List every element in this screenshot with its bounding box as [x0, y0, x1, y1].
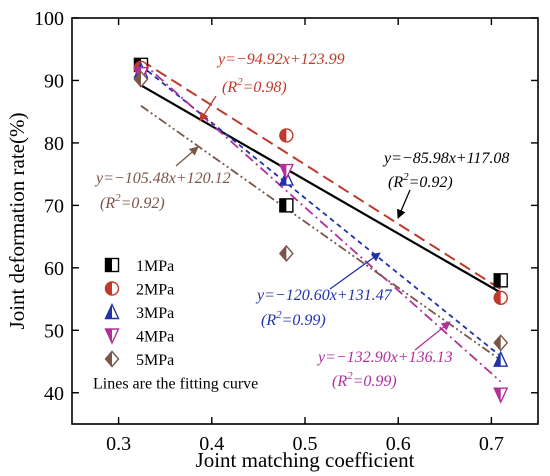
y-tick-label: 40	[44, 383, 64, 405]
point-4MPa	[278, 163, 294, 181]
r2-superscript: 2	[115, 192, 121, 204]
legend-item-4MPa: 4MPa	[104, 328, 174, 346]
r2-value: =0.92)	[121, 195, 165, 212]
marker-fill	[494, 352, 501, 367]
r2-prefix: (R	[100, 195, 115, 212]
x-tick-label: 0.5	[293, 433, 318, 455]
r2-2MPa: (R2=0.98)	[222, 76, 287, 96]
point-2MPa	[493, 290, 508, 306]
equation-4MPa: y=−132.90x+136.13	[316, 349, 453, 366]
r2-superscript: 2	[347, 370, 353, 382]
arrow-1MPa	[397, 189, 411, 219]
legend-marker	[104, 350, 120, 368]
marker-fill	[494, 291, 501, 305]
marker-fill	[279, 245, 287, 261]
point-5MPa	[133, 70, 149, 88]
marker-fill	[134, 71, 141, 87]
arrow-5MPa	[175, 146, 199, 167]
r2-3MPa: (R2=0.99)	[261, 309, 326, 329]
y-tick-label: 70	[44, 195, 64, 217]
r2-4MPa: (R2=0.99)	[332, 370, 397, 390]
point-2MPa	[279, 128, 294, 143]
y-tick-label: 90	[44, 70, 64, 92]
marker-fill	[105, 282, 112, 295]
x-tick-label: 0.6	[386, 433, 411, 455]
marker-fill	[279, 128, 287, 142]
legend-label: 3MPa	[136, 305, 174, 322]
legend-item-5MPa: 5MPa	[104, 350, 174, 369]
r2-1MPa: (R2=0.92)	[388, 171, 453, 191]
legend-label: 4MPa	[136, 329, 174, 346]
point-3MPa	[493, 350, 509, 367]
equation-2MPa: y=−94.92x+123.99	[216, 51, 345, 68]
marker-fill	[105, 329, 112, 343]
legend-item-3MPa: 3MPa	[104, 302, 174, 322]
marker-fill	[105, 351, 112, 367]
point-4MPa	[493, 387, 509, 404]
legend-label: 1MPa	[136, 258, 174, 275]
fit-line-5MPa	[140, 105, 502, 361]
annotation-arrows	[175, 95, 451, 351]
marker-fill	[105, 258, 112, 272]
r2-superscript: 2	[403, 171, 409, 183]
legend-marker	[104, 328, 120, 345]
r2-value: =0.92)	[409, 174, 453, 191]
arrow-4MPa	[414, 321, 451, 351]
r2-prefix: (R	[222, 79, 237, 96]
fit-line-4MPa	[140, 60, 502, 383]
legend-marker	[104, 281, 120, 296]
marker-fill	[494, 388, 501, 403]
r2-5MPa: (R2=0.92)	[100, 192, 165, 212]
legend-label: 5MPa	[136, 352, 174, 369]
r2-value: =0.99)	[282, 312, 326, 329]
legend-marker	[104, 257, 120, 273]
point-1MPa	[493, 273, 508, 288]
r2-prefix: (R	[261, 312, 276, 329]
equation-1MPa: y=−85.98x+117.08	[382, 150, 509, 167]
point-5MPa	[493, 334, 509, 352]
marker-fill	[494, 335, 501, 351]
point-5MPa	[278, 244, 294, 263]
equation-3MPa: y=−120.60x+131.47	[255, 287, 393, 304]
y-tick-label: 50	[44, 320, 64, 342]
y-tick-label: 60	[44, 258, 64, 280]
marker-fill	[105, 304, 112, 319]
legend: 1MPa 2MPa 3MPa 4MPa 5MPa Lines are the fittin…	[93, 257, 258, 393]
legend-label: 2MPa	[136, 282, 174, 299]
arrow-2MPa	[199, 95, 217, 122]
fit-lines	[140, 59, 502, 383]
equation-labels: y=−85.98x+117.08(R2=0.92)y=−94.92x+123.9…	[94, 51, 509, 390]
legend-item-1MPa: 1MPa	[104, 257, 174, 275]
y-tick-label: 100	[34, 8, 64, 30]
legend-marker	[104, 302, 120, 320]
x-axis-title: Joint matching coefficient	[196, 448, 415, 472]
axes: 0.3 0.4 0.5 0.6 0.7 40 50 60 70 80 90 100 Joint matc…	[5, 8, 539, 472]
r2-superscript: 2	[276, 309, 282, 321]
arrow-3MPa	[329, 252, 381, 290]
x-tick-label: 0.3	[106, 433, 131, 455]
r2-value: =0.99)	[353, 373, 397, 390]
r2-superscript: 2	[237, 76, 243, 88]
r2-prefix: (R	[388, 174, 403, 191]
r2-value: =0.98)	[243, 79, 287, 96]
r2-prefix: (R	[332, 373, 347, 390]
point-1MPa	[279, 198, 294, 213]
marker-fill	[494, 273, 501, 287]
equation-5MPa: y=−105.48x+120.12	[94, 170, 231, 187]
y-axis-title: Joint deformation rate(%)	[5, 113, 29, 330]
y-tick-label: 80	[44, 133, 64, 155]
x-tick-label: 0.7	[479, 433, 504, 455]
legend-item-2MPa: 2MPa	[104, 281, 174, 299]
data-points	[133, 57, 509, 404]
x-tick-label: 0.4	[199, 433, 224, 455]
legend-note: Lines are the fitting curve	[93, 376, 258, 393]
marker-fill	[279, 198, 287, 212]
